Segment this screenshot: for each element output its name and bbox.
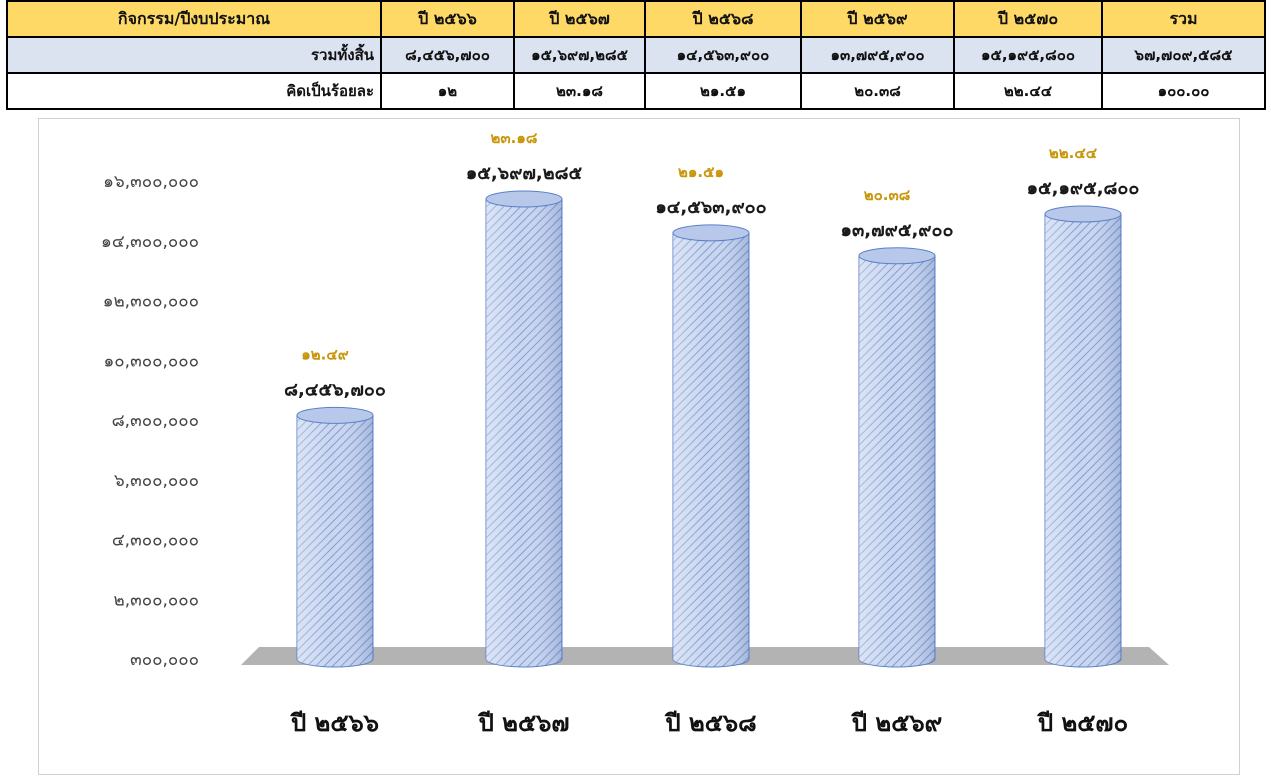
x-tick-label: ปี ๒๕๖๗ xyxy=(477,709,569,737)
cylinder-bar-chart: ๓๐๐,๐๐๐ ๒,๓๐๐,๐๐๐ ๔,๓๐๐,๐๐๐ ๖,๓๐๐,๐๐๐ ๘,๓๐๐,… xyxy=(101,129,1169,737)
x-tick-label: ปี ๒๕๗๐ xyxy=(1037,709,1128,737)
x-tick-label: ปี ๒๕๖๖ xyxy=(290,709,379,737)
y-tick-label: ๑๒,๓๐๐,๐๐๐ xyxy=(103,292,199,312)
row-label: คิดเป็นร้อยละ xyxy=(6,72,382,110)
chart-frame: ๓๐๐,๐๐๐ ๒,๓๐๐,๐๐๐ ๔,๓๐๐,๐๐๐ ๖,๓๐๐,๐๐๐ ๘,๓๐๐,… xyxy=(38,118,1240,775)
bar-percent-label: ๒๐.๓๘ xyxy=(864,186,911,204)
header-cell: ปี ๒๕๖๖ xyxy=(380,0,515,38)
table-cell: ๒๒.๔๔ xyxy=(953,72,1103,110)
header-cell: ปี ๒๕๖๙ xyxy=(800,0,955,38)
bar-top xyxy=(1044,205,1122,223)
bar-percent-label: ๑๒.๔๙ xyxy=(301,345,348,363)
bar: ๘,๔๕๖,๗๐๐ ๑๒.๔๙ xyxy=(284,345,386,668)
bar: ๑๓,๗๙๕,๙๐๐ ๒๐.๓๘ xyxy=(841,186,954,668)
table-cell: ๑๕,๖๙๗,๒๘๕ xyxy=(513,36,646,74)
x-tick-label: ปี ๒๕๖๙ xyxy=(851,709,943,737)
y-tick-label: ๘,๓๐๐,๐๐๐ xyxy=(112,411,199,431)
y-tick-label: ๔,๓๐๐,๐๐๐ xyxy=(112,531,199,551)
header-cell: ปี ๒๕๖๗ xyxy=(513,0,646,38)
table-cell: ๒๐.๓๘ xyxy=(800,72,955,110)
y-tick-label: ๑๖,๓๐๐,๐๐๐ xyxy=(103,172,199,192)
summary-table: กิจกรรม/ปีงบประมาณ ปี ๒๕๖๖ ปี ๒๕๖๗ ปี ๒๕… xyxy=(6,0,1271,118)
table-cell: ๘,๔๕๖,๗๐๐ xyxy=(380,36,515,74)
table-cell: ๑๕,๑๙๕,๘๐๐ xyxy=(953,36,1103,74)
bar-value-label: ๑๓,๗๙๕,๙๐๐ xyxy=(841,220,954,241)
bar-top xyxy=(296,406,374,424)
header-cell: รวม xyxy=(1101,0,1266,38)
bar: ๑๕,๖๙๗,๒๘๕ ๒๓.๑๘ xyxy=(466,129,583,668)
bar-shade xyxy=(1045,213,1121,667)
bar-top xyxy=(858,247,936,265)
y-tick-label: ๓๐๐,๐๐๐ xyxy=(130,650,199,670)
table-cell: ๒๑.๕๑ xyxy=(644,72,802,110)
x-axis: ปี ๒๕๖๖ ปี ๒๕๖๗ ปี ๒๕๖๘ ปี ๒๕๖๙ ปี ๒๕๗๐ xyxy=(290,709,1128,737)
bar-value-label: ๘,๔๕๖,๗๐๐ xyxy=(284,379,386,400)
table-cell: ๑๔,๕๖๓,๙๐๐ xyxy=(644,36,802,74)
x-tick-label: ปี ๒๕๖๘ xyxy=(664,709,756,737)
bar-percent-label: ๒๓.๑๘ xyxy=(491,129,538,147)
y-tick-label: ๒,๓๐๐,๐๐๐ xyxy=(113,590,199,610)
bar-value-label: ๑๕,๖๙๗,๒๘๕ xyxy=(466,163,583,184)
bar-top xyxy=(672,224,750,242)
bar-value-label: ๑๕,๑๙๕,๘๐๐ xyxy=(1027,178,1140,199)
bar-top xyxy=(485,190,563,208)
y-tick-label: ๑๐,๓๐๐,๐๐๐ xyxy=(104,351,199,371)
header-cell: ปี ๒๕๗๐ xyxy=(953,0,1103,38)
header-cell: กิจกรรม/ปีงบประมาณ xyxy=(6,0,382,38)
bar: ๑๔,๕๖๓,๙๐๐ ๒๑.๕๑ xyxy=(655,163,767,668)
table-cell: ๑๐๐.๐๐ xyxy=(1101,72,1266,110)
header-cell: ปี ๒๕๖๘ xyxy=(644,0,802,38)
summary-grid: กิจกรรม/ปีงบประมาณ ปี ๒๕๖๖ ปี ๒๕๖๗ ปี ๒๕… xyxy=(6,0,1266,110)
bar-shade xyxy=(859,255,935,667)
table-row-percent: คิดเป็นร้อยละ ๑๒ ๒๓.๑๘ ๒๑.๕๑ ๒๐.๓๘ ๒๒.๔๔… xyxy=(6,72,1266,110)
bar-value-label: ๑๔,๕๖๓,๙๐๐ xyxy=(655,197,766,218)
table-header-row: กิจกรรม/ปีงบประมาณ ปี ๒๕๖๖ ปี ๒๕๖๗ ปี ๒๕… xyxy=(6,0,1266,38)
bar-percent-label: ๒๑.๕๑ xyxy=(678,163,724,181)
table-row-total: รวมทั้งสิ้น ๘,๔๕๖,๗๐๐ ๑๕,๖๙๗,๒๘๕ ๑๔,๕๖๓,… xyxy=(6,36,1266,74)
table-cell: ๖๗,๗๐๙,๕๘๕ xyxy=(1101,36,1266,74)
y-axis: ๓๐๐,๐๐๐ ๒,๓๐๐,๐๐๐ ๔,๓๐๐,๐๐๐ ๖,๓๐๐,๐๐๐ ๘,๓๐๐,… xyxy=(101,172,199,670)
y-tick-label: ๖,๓๐๐,๐๐๐ xyxy=(114,471,199,491)
bar: ๑๕,๑๙๕,๘๐๐ ๒๒.๔๔ xyxy=(1027,144,1140,668)
bar-shade xyxy=(673,232,749,667)
bar-shade xyxy=(297,415,373,667)
row-label: รวมทั้งสิ้น xyxy=(6,36,382,74)
table-cell: ๒๓.๑๘ xyxy=(513,72,646,110)
table-cell: ๑๒ xyxy=(380,72,515,110)
y-tick-label: ๑๔,๓๐๐,๐๐๐ xyxy=(101,232,199,252)
bar-shade xyxy=(486,199,562,667)
bar-percent-label: ๒๒.๔๔ xyxy=(1049,144,1098,162)
table-cell: ๑๓,๗๙๕,๙๐๐ xyxy=(800,36,955,74)
